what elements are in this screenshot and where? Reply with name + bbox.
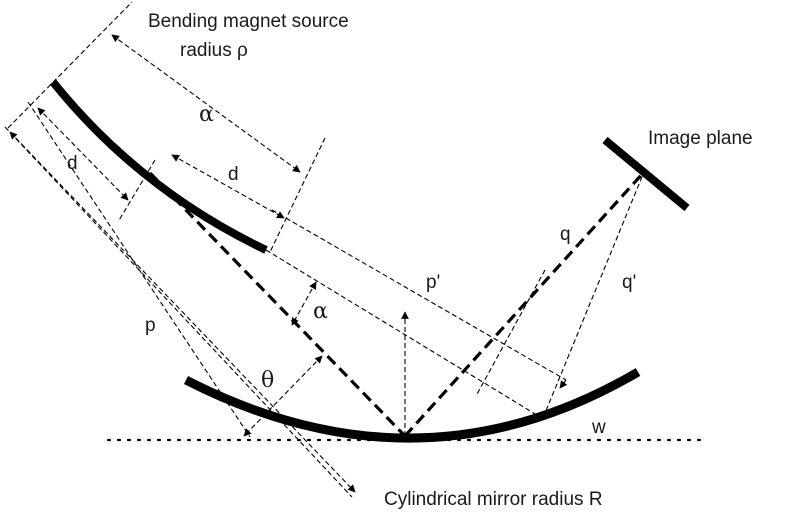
w-label: w <box>591 417 606 438</box>
alpha-mid-arrow <box>291 281 317 326</box>
theta-label: θ <box>261 368 274 393</box>
ray-p-prime <box>271 209 567 381</box>
ray-q-prime <box>542 171 645 419</box>
image-plane-label: Image plane <box>648 128 753 149</box>
mirror-tangent-construction <box>475 269 546 397</box>
source-label-line2: radius ρ <box>180 40 248 61</box>
q-arrow <box>559 379 568 389</box>
source-boundary-edge <box>27 101 251 438</box>
p-prime-label: p' <box>426 272 440 293</box>
d-tick-line-lower <box>269 137 326 253</box>
central-ray-reflected <box>403 170 646 438</box>
theta-arrow <box>243 355 323 437</box>
central-ray-incident <box>148 171 407 438</box>
alpha-mid-label: α <box>313 299 328 324</box>
mirror-label: Cylindrical mirror radius R <box>384 489 603 510</box>
p-arrow <box>9 131 356 493</box>
source-top-extension-line <box>7 1 133 129</box>
d-left-label: d <box>67 153 78 174</box>
d-mid-label: d <box>228 164 239 185</box>
source-label-line1: Bending magnet source <box>148 11 349 32</box>
source-boundary-left <box>4 126 353 498</box>
q-label: q <box>560 224 571 245</box>
alpha-top-label: α <box>199 102 214 127</box>
q-prime-label: q' <box>622 272 636 293</box>
image-plane-line <box>602 136 690 212</box>
p-label: p <box>145 315 156 336</box>
